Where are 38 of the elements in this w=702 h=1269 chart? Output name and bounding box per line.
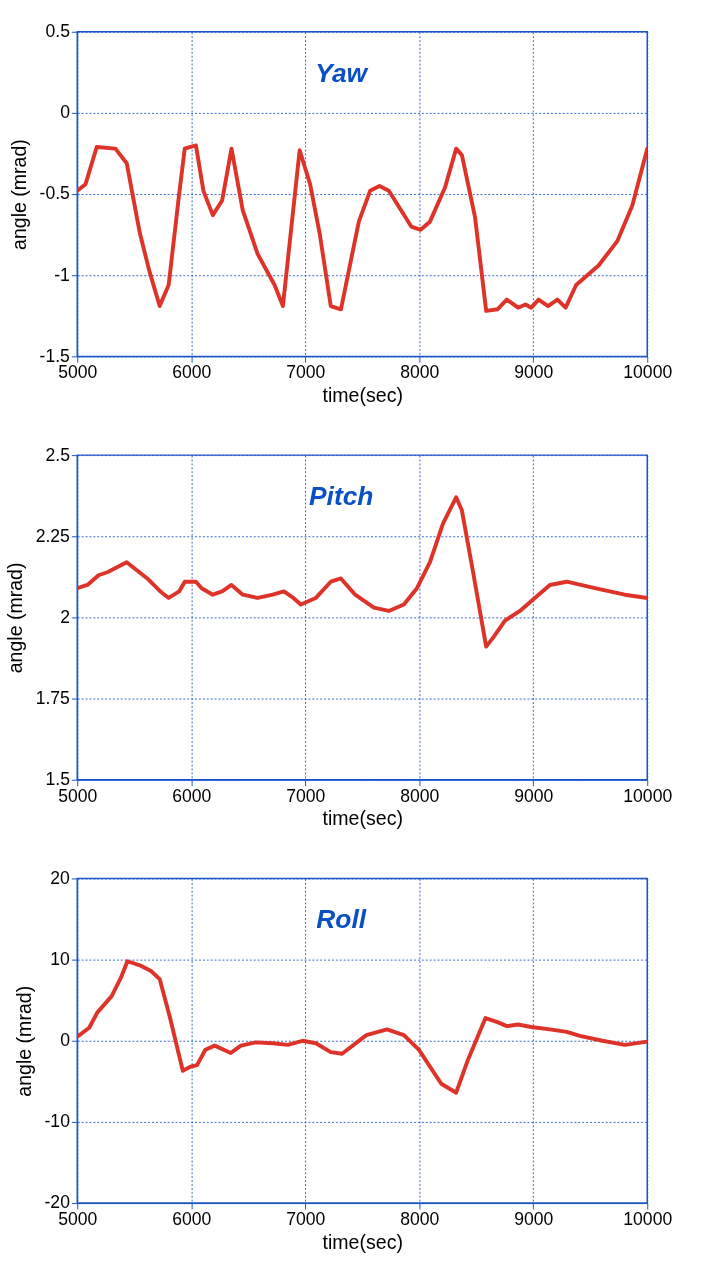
y-tick-label: 0.5 [45, 21, 71, 42]
x-tick-label: 8000 [400, 362, 440, 383]
y-tick-label: 2 [60, 606, 70, 627]
x-axis-title: time(sec) [322, 807, 403, 830]
x-tick-label: 10000 [623, 362, 673, 383]
x-tick-label: 7000 [286, 1209, 326, 1230]
text: Roll [316, 904, 367, 935]
y-tick-label: 0 [60, 1030, 71, 1051]
y-tick-label: 10 [50, 949, 71, 969]
y-axis-title: angle (mrad) [12, 985, 35, 1097]
y-tick-label: 0 [60, 102, 71, 123]
text: Yaw [315, 57, 369, 88]
x-tick-label: 6000 [172, 1209, 212, 1230]
y-tick-label: 2.25 [35, 525, 71, 546]
y-tick-label: 20 [50, 867, 71, 888]
line-series [77, 143, 648, 313]
y-tick-label: 1.75 [35, 687, 71, 708]
x-tick-label: 7000 [286, 785, 326, 806]
y-axis-title: angle (mrad) [7, 139, 30, 250]
y-tick-label: -10 [44, 1111, 71, 1132]
x-tick-label: 8000 [400, 785, 440, 806]
x-tick-label: 9000 [514, 1209, 554, 1230]
x-tick-label: 9000 [514, 362, 554, 383]
x-axis-title: time(sec) [322, 383, 403, 406]
line-series [77, 959, 648, 1095]
y-tick-label: 2.5 [45, 444, 71, 465]
x-tick-label: 10000 [623, 1209, 673, 1230]
text: Pitch [308, 480, 374, 511]
x-axis-title: time(sec) [322, 1230, 403, 1253]
x-tick-label: 9000 [514, 785, 554, 806]
y-tick-label: -0.5 [39, 183, 71, 204]
y-tick-label: -1 [54, 264, 70, 285]
x-tick-label: 6000 [172, 785, 212, 806]
x-tick-label: 7000 [286, 362, 326, 383]
x-tick-label: 10000 [623, 785, 673, 806]
x-tick-label: 6000 [172, 362, 212, 383]
x-tick-label: 8000 [400, 1209, 440, 1230]
y-axis-title: angle (mrad) [3, 562, 26, 674]
